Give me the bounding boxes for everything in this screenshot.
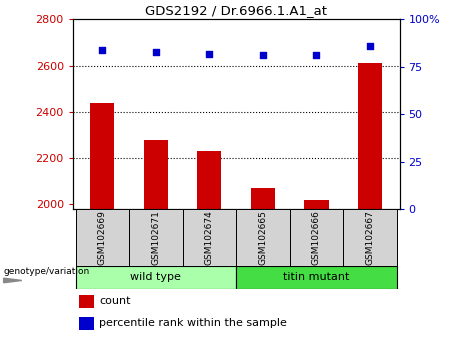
- Text: GSM102669: GSM102669: [98, 210, 107, 265]
- Bar: [90, 103, 114, 209]
- Bar: [76, 266, 236, 289]
- Text: count: count: [99, 296, 131, 307]
- Bar: [236, 209, 290, 266]
- Point: [206, 51, 213, 56]
- Bar: [305, 200, 329, 209]
- Bar: [236, 266, 397, 289]
- Bar: [290, 209, 343, 266]
- Title: GDS2192 / Dr.6966.1.A1_at: GDS2192 / Dr.6966.1.A1_at: [145, 4, 327, 17]
- Bar: [144, 139, 168, 209]
- Bar: [183, 209, 236, 266]
- Point: [313, 53, 320, 58]
- Text: titin mutant: titin mutant: [283, 272, 350, 282]
- Bar: [358, 63, 382, 209]
- Bar: [197, 151, 221, 209]
- Text: GSM102665: GSM102665: [258, 210, 267, 265]
- Text: genotype/variation: genotype/variation: [4, 267, 90, 276]
- Text: GSM102671: GSM102671: [151, 210, 160, 265]
- Text: GSM102666: GSM102666: [312, 210, 321, 265]
- Bar: [343, 209, 397, 266]
- Point: [99, 47, 106, 53]
- Text: percentile rank within the sample: percentile rank within the sample: [99, 319, 287, 329]
- Text: wild type: wild type: [130, 272, 181, 282]
- Text: GSM102667: GSM102667: [366, 210, 375, 265]
- Bar: [251, 188, 275, 209]
- Text: GSM102674: GSM102674: [205, 210, 214, 264]
- Bar: [76, 209, 129, 266]
- Bar: [79, 317, 94, 330]
- Polygon shape: [4, 278, 22, 283]
- Bar: [129, 209, 183, 266]
- Point: [366, 43, 374, 49]
- Point: [152, 49, 160, 55]
- Bar: [79, 295, 94, 308]
- Point: [259, 53, 266, 58]
